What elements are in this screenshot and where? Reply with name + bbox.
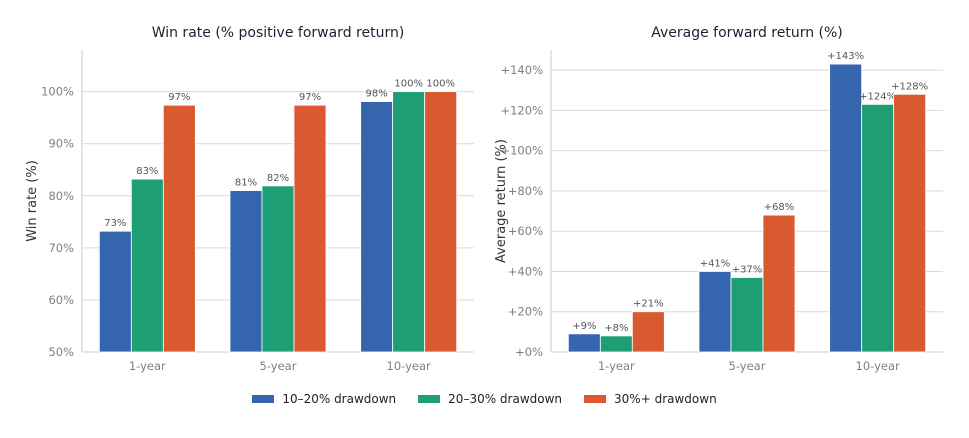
chart2-ytick-label: +60% — [508, 224, 543, 238]
chart1-bar-series1 — [98, 230, 132, 353]
chart2-ytick-label: +100% — [500, 144, 543, 158]
chart2-bar-series1 — [698, 271, 732, 353]
chart2-ytick-label: +140% — [500, 63, 543, 77]
chart1-ytick-label: 70% — [48, 241, 74, 255]
chart2-bar-series1 — [829, 63, 863, 353]
chart1-data-label: 97% — [299, 92, 321, 103]
chart2-ytick-label: +120% — [500, 103, 543, 117]
chart1-data-label: 100% — [394, 79, 423, 90]
chart2-xtick-label: 10-year — [856, 359, 901, 373]
chart1-bar-series2 — [130, 178, 164, 353]
legend: 10–20% drawdown 20–30% drawdown 30%+ dra… — [0, 392, 969, 406]
legend-item-series-2: 20–30% drawdown — [418, 392, 562, 406]
chart2-ylabel: Average return (%) — [494, 139, 509, 263]
chart1-ytick-label: 60% — [48, 293, 74, 307]
chart1-bar-series1 — [229, 190, 263, 353]
legend-label-series-1: 10–20% drawdown — [282, 392, 397, 406]
chart2-xtick-label: 1-year — [598, 359, 635, 373]
chart2-data-label: +124% — [859, 91, 896, 102]
chart2-data-label: +37% — [732, 265, 763, 276]
chart2-bar-series3 — [762, 214, 796, 353]
chart2-data-label: +68% — [764, 202, 795, 213]
legend-label-series-2: 20–30% drawdown — [448, 392, 563, 406]
chart2-ytick-label: +40% — [508, 264, 543, 278]
chart1-bar-series2 — [261, 185, 295, 353]
chart1-ytick-label: 80% — [48, 189, 74, 203]
legend-item-series-1: 10–20% drawdown — [252, 392, 396, 406]
chart1-bar-series3 — [293, 104, 327, 353]
chart2-ytick-label: +80% — [508, 184, 543, 198]
chart1-data-label: 83% — [136, 166, 158, 177]
chart1-data-label: 81% — [235, 178, 257, 189]
legend-swatch-series-2 — [418, 395, 441, 403]
chart1-ytick-label: 50% — [48, 345, 74, 359]
chart1-ylabel: Win rate (%) — [25, 160, 40, 242]
chart2-bar-series2 — [861, 103, 895, 353]
legend-swatch-series-3 — [584, 395, 607, 403]
chart2-ytick-label: +0% — [515, 345, 543, 359]
legend-label-series-3: 30%+ drawdown — [614, 392, 717, 406]
chart2-xtick-label: 5-year — [729, 359, 766, 373]
chart2-data-label: +41% — [700, 258, 731, 269]
chart2-bar-series2 — [730, 277, 764, 353]
chart1-ytick-label: 100% — [41, 85, 74, 99]
chart2-bar-series1 — [567, 333, 601, 353]
legend-item-series-3: 30%+ drawdown — [584, 392, 717, 406]
chart2-ytick-label: +20% — [508, 305, 543, 319]
chart1-data-label: 100% — [426, 79, 455, 90]
chart1-data-label: 98% — [366, 89, 388, 100]
chart1-xtick-label: 1-year — [129, 359, 166, 373]
chart2-data-label: +21% — [633, 299, 664, 310]
chart1-data-label: 97% — [168, 92, 190, 103]
chart1-xtick-label: 10-year — [387, 359, 432, 373]
chart2-bar-series2 — [599, 335, 633, 353]
chart2-data-label: +9% — [572, 321, 596, 332]
chart1-data-label: 82% — [267, 173, 289, 184]
chart2-data-label: +143% — [827, 51, 864, 62]
chart1-bar-series3 — [424, 91, 458, 353]
chart1-bar-series2 — [392, 91, 426, 353]
chart1-data-label: 73% — [104, 218, 126, 229]
chart2-bar-series3 — [893, 93, 927, 353]
chart1-bar-series1 — [360, 101, 394, 353]
chart1-title: Win rate (% positive forward return) — [152, 25, 405, 41]
chart2-title: Average forward return (%) — [651, 25, 843, 41]
chart2-bar-series3 — [631, 311, 665, 353]
chart-canvas: Win rate (% positive forward return) 50% 6… — [25, 25, 943, 373]
legend-swatch-series-1 — [252, 395, 275, 403]
chart1-bar-series3 — [162, 104, 196, 353]
chart1-xtick-label: 5-year — [260, 359, 297, 373]
chart2-data-label: +128% — [891, 81, 928, 92]
chart2-data-label: +8% — [604, 323, 628, 334]
chart1-ytick-label: 90% — [48, 137, 74, 151]
